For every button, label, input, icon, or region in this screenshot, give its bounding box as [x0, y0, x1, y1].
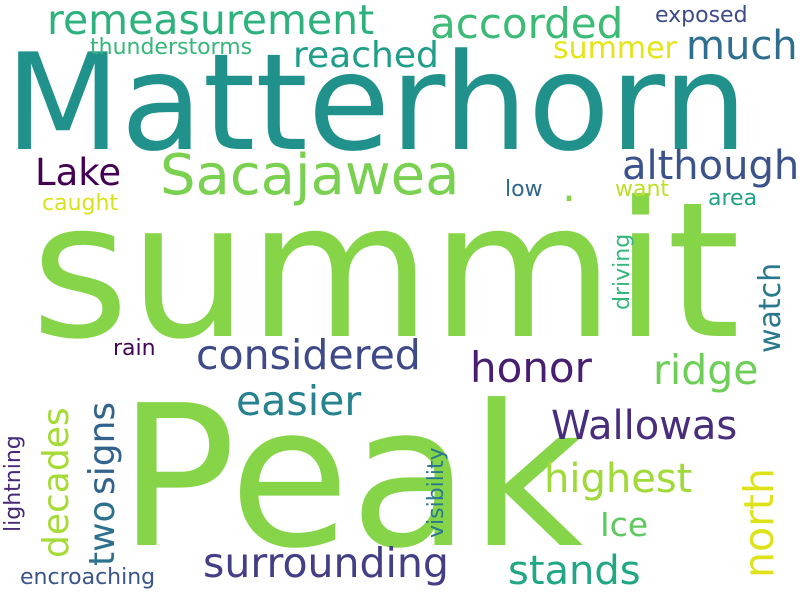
- word-north: north: [735, 468, 783, 578]
- word-lightning: lightning: [1, 435, 26, 532]
- word-ridge: ridge: [653, 346, 759, 394]
- word-decades: decades: [36, 407, 77, 558]
- word-remeasurement: remeasurement: [47, 0, 375, 44]
- word-signs: signs: [82, 401, 123, 495]
- word-watch: watch: [753, 262, 788, 353]
- word-lake: Lake: [35, 151, 122, 194]
- word-much: much: [686, 23, 798, 69]
- word-accorded: accorded: [430, 0, 624, 48]
- word-summer: summer: [553, 31, 677, 66]
- word-want: want: [615, 177, 670, 202]
- word-low: low: [505, 177, 543, 202]
- word-considered: considered: [196, 331, 421, 379]
- word-easier: easier: [236, 377, 362, 425]
- word-matterhorn: Matterhorn: [5, 25, 748, 181]
- word-summit: summit: [31, 162, 741, 381]
- word-reached: reached: [293, 35, 439, 76]
- word-peak: Peak: [118, 364, 584, 592]
- word-surrounding: surrounding: [203, 539, 449, 587]
- word-rain: rain: [113, 336, 156, 361]
- word-sacajawea: Sacajawea: [160, 143, 460, 208]
- word-stands: stands: [508, 548, 641, 594]
- word-caught: caught: [42, 191, 119, 216]
- word-ice: Ice: [600, 505, 649, 544]
- word-wallowas: Wallowas: [551, 403, 738, 449]
- word-encroaching: encroaching: [20, 565, 156, 590]
- word-although: although: [622, 143, 800, 189]
- word-highest: highest: [544, 456, 693, 502]
- word-honor: honor: [470, 343, 592, 392]
- word-dot: .: [562, 161, 576, 212]
- word-exposed: exposed: [655, 3, 748, 28]
- word-two: two: [82, 500, 123, 566]
- word-visibility: visibility: [424, 447, 449, 538]
- word-area: area: [708, 186, 758, 211]
- word-driving: driving: [610, 233, 635, 310]
- word-thunderstorms: thunderstorms: [90, 35, 253, 60]
